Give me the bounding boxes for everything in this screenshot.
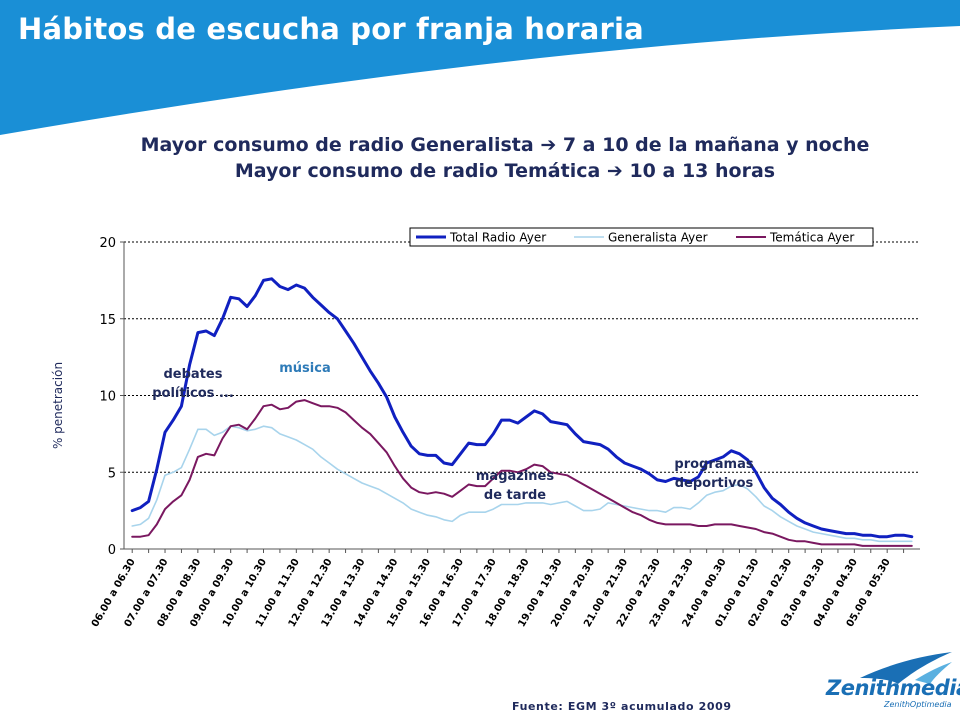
headline-tematica: Mayor consumo de radio Temática ➔ 10 a 1… [0,160,960,182]
headline-generalista: Mayor consumo de radio Generalista ➔ 7 a… [0,134,960,156]
legend-label: Temática Ayer [769,231,854,245]
annotation-label: programas [674,457,753,472]
banner-shape [0,0,960,135]
series-line-total-radio-ayer [130,277,914,539]
zenithmedia-logo [860,652,952,684]
annotation-label: deportivos [675,476,754,491]
annotation-label: música [279,361,330,376]
legend-label: Total Radio Ayer [449,231,546,245]
series-line-generalista-ayer [131,425,913,543]
annotation-label: magazines [476,469,554,484]
y-tick-label: 10 [99,390,116,405]
logo-swoosh-2 [915,662,952,684]
source-note: Fuente: EGM 3º acumulado 2009 [512,700,732,713]
arrow-right-icon: ➔ [606,160,623,182]
logo-wordmark: Zenithmedia [826,676,960,700]
headline-2-post: 10 a 13 horas [622,160,776,182]
y-tick-label: 5 [108,466,116,481]
logo-subtitle: ZenithOptimedia [884,700,952,709]
y-axis-label: % penetración [51,362,65,449]
arrow-right-icon: ➔ [540,134,557,156]
annotation-label: debates [164,367,223,382]
annotation-label: de tarde [484,488,546,503]
legend-box [409,227,874,247]
headline-1-post: 7 a 10 de la mañana y noche [556,134,870,156]
headline-2-pre: Mayor consumo de radio Temática [234,160,607,182]
logo-swoosh [860,652,952,684]
title-banner [0,0,960,135]
legend-label: Generalista Ayer [608,231,708,245]
y-tick-label: 0 [108,543,116,558]
headline-1-pre: Mayor consumo de radio Generalista [140,134,541,156]
y-tick-label: 20 [99,236,116,251]
annotation-label: políticos ... [152,386,234,401]
y-tick-label: 15 [99,313,116,328]
slide-title: Hábitos de escucha por franja horaria [18,12,644,46]
series-line-tem-tica-ayer [131,399,913,547]
